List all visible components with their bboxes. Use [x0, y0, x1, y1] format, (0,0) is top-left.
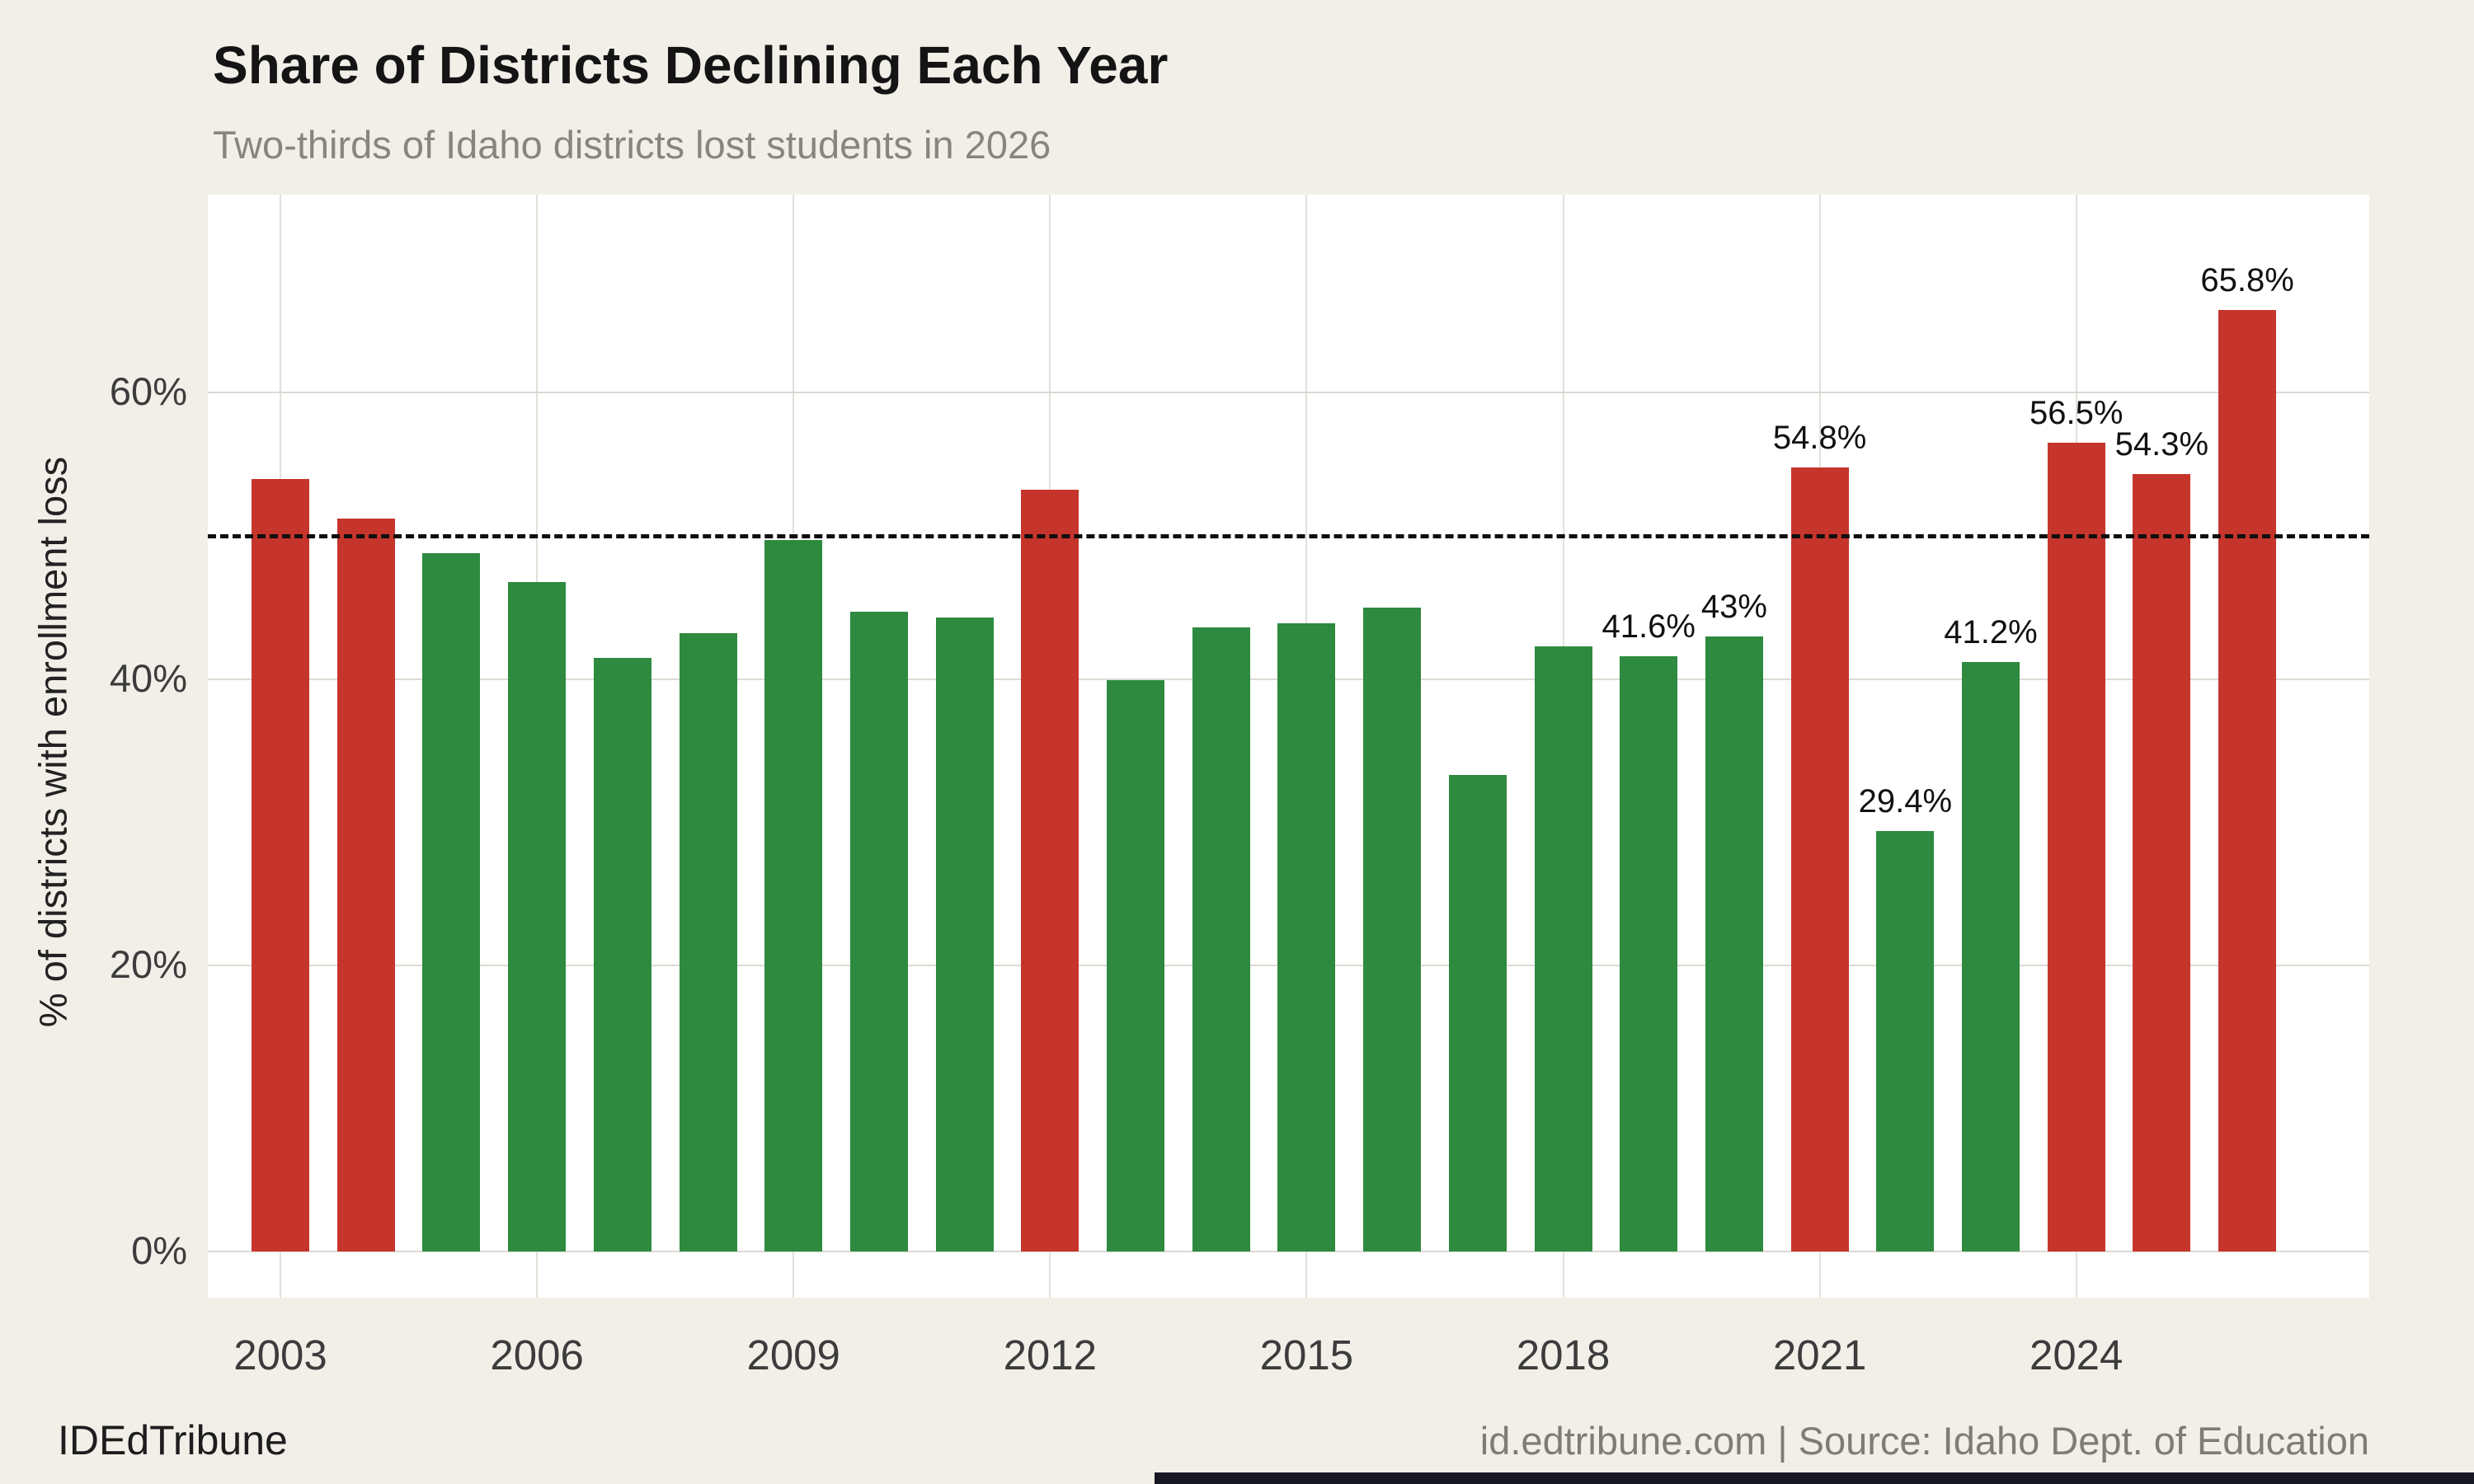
y-tick-label: 40%: [109, 655, 187, 700]
bar-2016: [1363, 607, 1422, 1252]
bar-2012: [1021, 490, 1079, 1252]
x-tick-label: 2018: [1516, 1331, 1611, 1378]
x-tick-label: 2009: [746, 1331, 840, 1378]
bar-2010: [849, 612, 908, 1252]
bar-value-label: 41.2%: [1944, 613, 2038, 650]
bar-2021: [1790, 467, 1849, 1252]
x-tick-label: 2006: [490, 1331, 584, 1378]
footer-attribution: id.edtribune.com | Source: Idaho Dept. o…: [1479, 1419, 2369, 1463]
bar-value-label: 43%: [1700, 588, 1767, 625]
bar-2009: [764, 540, 823, 1252]
bar-value-label: 54.3%: [2114, 426, 2209, 463]
x-tick-label: 2024: [2029, 1331, 2124, 1378]
y-tick-label: 20%: [109, 942, 187, 986]
bar-2011: [935, 617, 994, 1252]
x-tick-label: 2003: [233, 1331, 327, 1378]
bar-value-label: 54.8%: [1772, 419, 1867, 456]
bar-2022: [1876, 830, 1935, 1252]
bar-value-label: 29.4%: [1858, 782, 1953, 819]
bar-value-label: 56.5%: [2029, 395, 2124, 432]
bar-2019: [1620, 655, 1678, 1252]
bar-2003: [252, 478, 309, 1252]
bar-2018: [1534, 646, 1592, 1252]
bar-2005: [422, 552, 481, 1252]
y-tick-label: 60%: [109, 369, 187, 414]
bar-2017: [1448, 774, 1507, 1252]
horizontal-gridline: [208, 392, 2369, 394]
x-tick-label: 2015: [1259, 1331, 1354, 1378]
bottom-strip: [1155, 1472, 2474, 1484]
bar-2024: [2047, 443, 2105, 1252]
bar-2015: [1277, 622, 1336, 1252]
chart-subtitle: Two-thirds of Idaho districts lost stude…: [213, 123, 1051, 167]
footer-brand: IDEdTribune: [58, 1417, 288, 1463]
bar-value-label: 65.8%: [2200, 261, 2294, 298]
bar-2026: [2218, 309, 2277, 1252]
bar-2020: [1705, 636, 1763, 1252]
x-tick-label: 2012: [1003, 1331, 1098, 1378]
bar-2023: [1962, 661, 2020, 1252]
bar-2013: [1107, 680, 1164, 1252]
bar-2007: [593, 657, 651, 1252]
horizontal-gridline: [208, 1251, 2369, 1252]
chart-title: Share of Districts Declining Each Year: [213, 35, 1169, 95]
plot-area: 41.6% 43% 54.8% 29.4% 41.2% 56.5% 54.3% 65.8%: [208, 195, 2369, 1298]
x-tick-label: 2021: [1772, 1331, 1867, 1378]
y-tick-label: 0%: [131, 1228, 187, 1272]
bar-2006: [508, 581, 567, 1252]
bar-2004: [336, 519, 395, 1252]
bar-value-label: 41.6%: [1602, 608, 1696, 645]
bar-2008: [679, 633, 737, 1252]
reference-line-50pct: [208, 534, 2369, 538]
bar-2014: [1192, 627, 1250, 1252]
bar-2025: [2133, 474, 2191, 1252]
